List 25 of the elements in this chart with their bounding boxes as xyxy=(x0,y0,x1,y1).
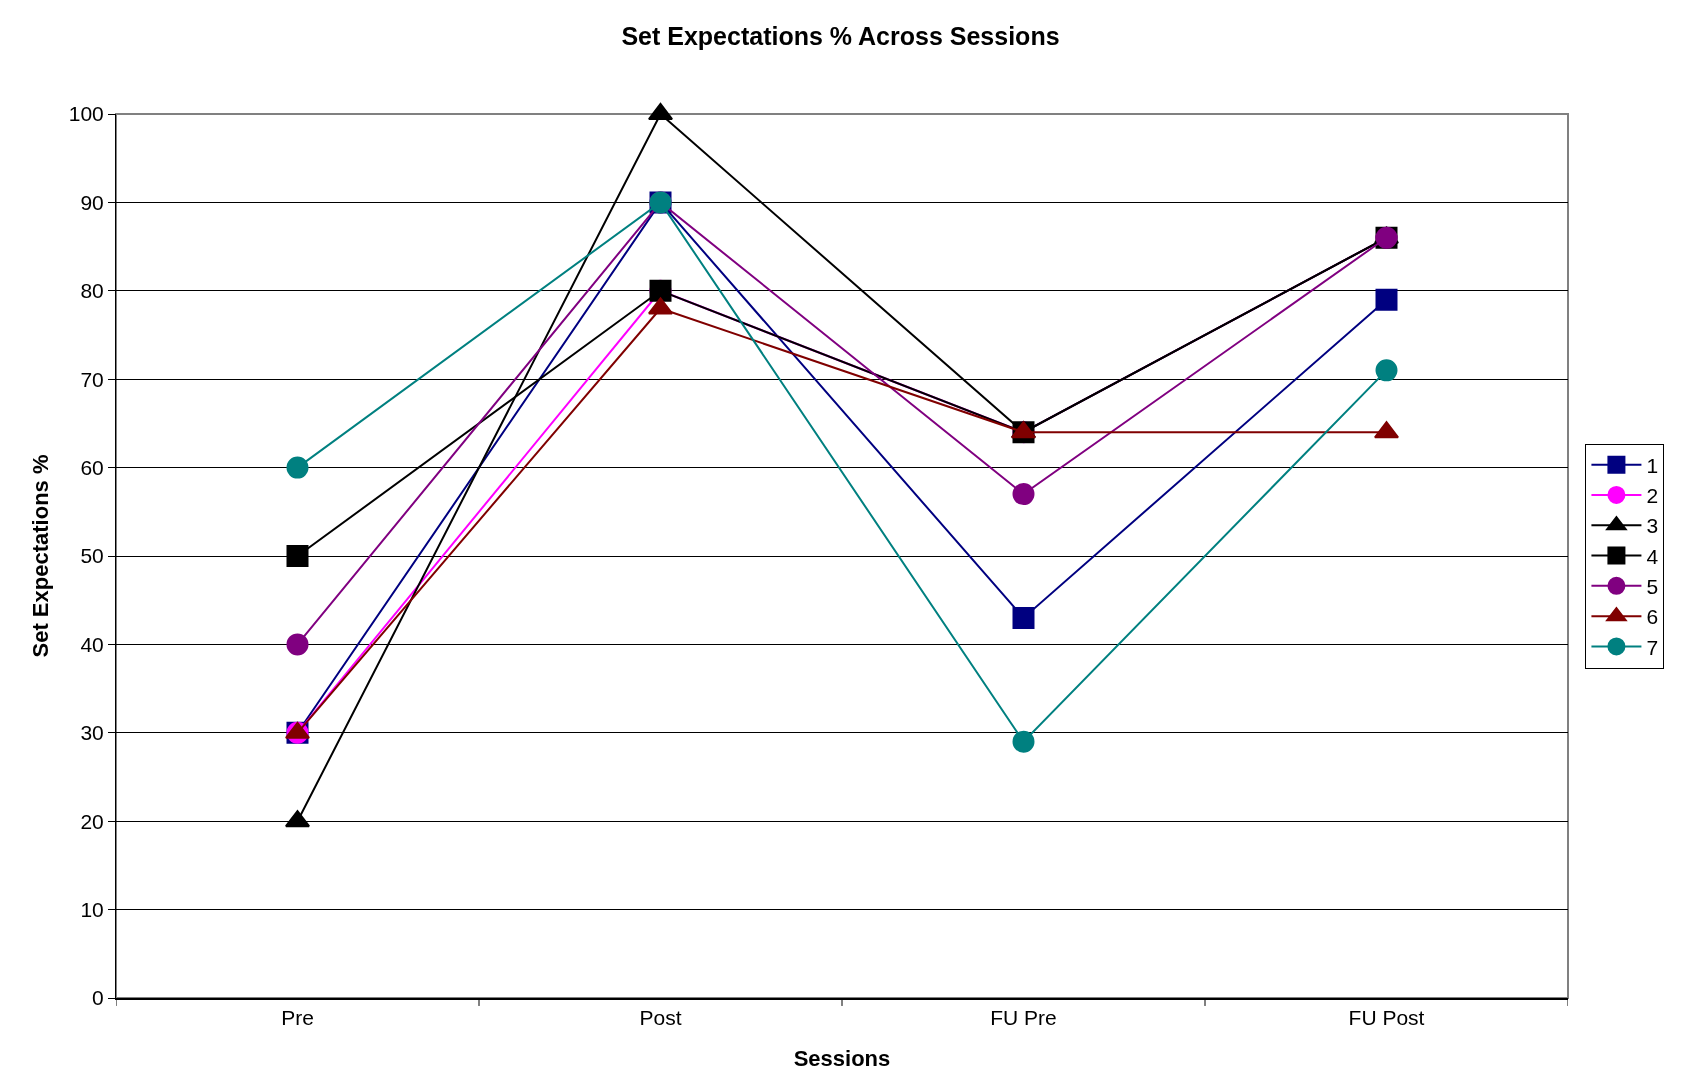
y-axis-title: Set Expectations % xyxy=(27,454,53,658)
x-tick-label: FU Post xyxy=(1348,1006,1425,1030)
y-tick-label: 30 xyxy=(80,721,104,745)
y-tick-label: 80 xyxy=(80,279,104,303)
y-tick-label: 0 xyxy=(92,986,104,1010)
chart-title: Set Expectations % Across Sessions xyxy=(621,21,1060,50)
y-tick-label: 100 xyxy=(68,102,104,126)
legend-label: 6 xyxy=(1646,605,1659,629)
y-tick-label: 50 xyxy=(80,544,104,568)
y-tick-label: 20 xyxy=(80,809,104,833)
y-tick-label: 40 xyxy=(80,632,104,656)
legend-label: 4 xyxy=(1646,544,1659,568)
legend-label: 1 xyxy=(1646,453,1659,477)
y-tick-label: 90 xyxy=(80,190,104,214)
x-tick-label: FU Pre xyxy=(990,1006,1057,1030)
legend-label: 7 xyxy=(1646,635,1659,659)
x-axis-title: Sessions xyxy=(793,1045,891,1071)
y-tick-label: 60 xyxy=(80,455,104,479)
y-tick-label: 10 xyxy=(80,897,104,921)
x-tick-label: Post xyxy=(639,1006,682,1030)
legend-label: 5 xyxy=(1646,575,1659,599)
legend-label: 3 xyxy=(1646,514,1659,538)
legend-label: 2 xyxy=(1646,484,1659,508)
y-tick-label: 70 xyxy=(80,367,104,391)
x-tick-label: Pre xyxy=(281,1006,314,1030)
